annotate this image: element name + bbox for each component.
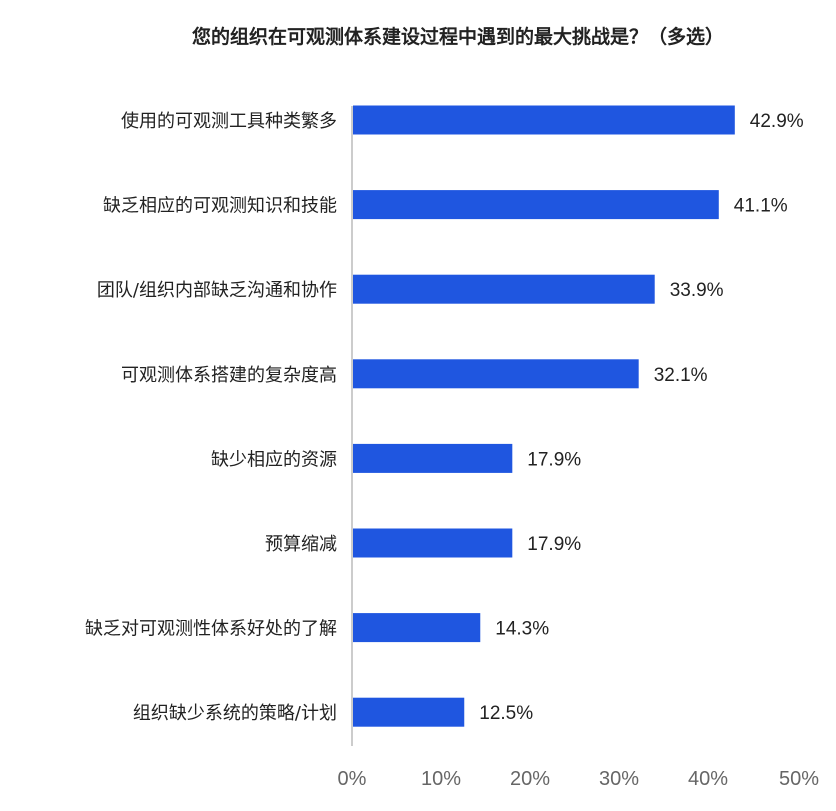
data-label: 17.9% [527, 534, 581, 555]
category-label: 团队/组织内部缺乏沟通和协作 [97, 280, 337, 301]
data-label: 12.5% [479, 703, 533, 724]
chart-title: 您的组织在可观测体系建设过程中遇到的最大挑战是？（多选） [192, 25, 724, 48]
data-label: 17.9% [527, 449, 581, 470]
category-label: 预算缩减 [265, 534, 337, 555]
bar [353, 359, 639, 389]
category-label: 缺乏对可观测性体系好处的了解 [85, 619, 337, 640]
bar [353, 528, 513, 558]
category-label: 组织缺少系统的策略/计划 [133, 703, 337, 724]
data-label: 14.3% [495, 619, 549, 640]
bar [353, 105, 735, 135]
bar [353, 613, 481, 643]
x-tick-label: 10% [421, 768, 461, 790]
bars-group: 使用的可观测工具种类繁多 42.9% 缺乏相应的可观测知识和技能 41.1% 团队/组织… [85, 105, 804, 727]
x-ticks-group: 0% 10% 20% 30% 40% 50% [338, 768, 820, 790]
data-label: 32.1% [654, 365, 708, 386]
bar [353, 274, 655, 304]
category-label: 可观测体系搭建的复杂度高 [121, 365, 337, 386]
category-label: 缺乏相应的可观测知识和技能 [103, 196, 337, 217]
x-tick-label: 20% [510, 768, 550, 790]
category-label: 缺少相应的资源 [211, 449, 337, 470]
bar [353, 190, 719, 220]
category-label: 使用的可观测工具种类繁多 [121, 111, 337, 132]
x-tick-label: 40% [688, 768, 728, 790]
bar [353, 443, 513, 473]
x-tick-label: 0% [338, 768, 367, 790]
data-label: 41.1% [734, 196, 788, 217]
data-label: 42.9% [750, 111, 804, 132]
x-tick-label: 30% [599, 768, 639, 790]
x-tick-label: 50% [779, 768, 819, 790]
data-label: 33.9% [670, 280, 724, 301]
bar [353, 697, 465, 727]
